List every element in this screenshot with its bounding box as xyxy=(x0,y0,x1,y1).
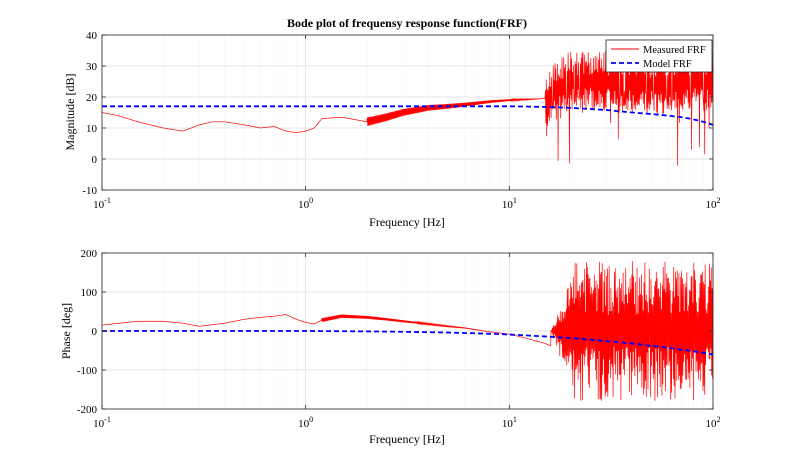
legend-model-label: Model FRF xyxy=(643,59,692,70)
legend-box xyxy=(605,39,713,73)
y-tick-label: 100 xyxy=(81,287,98,299)
phase-measured-line xyxy=(101,261,714,401)
x-tick-label: 100 xyxy=(298,196,313,211)
phase-model-line xyxy=(102,330,714,356)
phase-series xyxy=(101,261,714,401)
x-tick-label: 10-1 xyxy=(93,196,111,211)
magnitude-series xyxy=(101,50,714,166)
y-tick-label: 40 xyxy=(86,30,98,42)
x-tick-label: 10-1 xyxy=(93,415,111,430)
x-tick-label: 102 xyxy=(706,415,721,430)
magnitude-title: Bode plot of frequensy response function… xyxy=(287,16,527,30)
phase-xlabel: Frequency [Hz] xyxy=(369,432,445,446)
phase-ylabel: Phase [deg] xyxy=(59,303,73,359)
axes-box xyxy=(101,34,714,191)
x-tick-label: 101 xyxy=(502,196,517,211)
magnitude-model-line xyxy=(102,105,714,126)
magnitude-measured-line xyxy=(101,50,714,166)
magnitude-ticks: -10 0 10 20 30 40 10-1 100 101 102 xyxy=(82,30,720,211)
x-tick-label: 102 xyxy=(706,196,721,211)
magnitude-ylabel: Magnitude [dB] xyxy=(63,74,77,151)
y-tick-label: 10 xyxy=(86,123,98,135)
legend: Measured FRF Model FRF xyxy=(605,39,713,73)
legend-measured-label: Measured FRF xyxy=(643,45,706,56)
y-tick-label: -10 xyxy=(82,185,97,197)
y-tick-label: -200 xyxy=(77,404,98,416)
y-tick-label: 30 xyxy=(86,61,98,73)
y-tick-label: 0 xyxy=(92,154,98,166)
phase-axes: -200 -100 0 100 200 10-1 100 101 102 Frequency [… xyxy=(59,248,721,446)
x-tick-label: 100 xyxy=(298,415,313,430)
x-tick-label: 101 xyxy=(502,415,517,430)
y-tick-label: 200 xyxy=(81,248,98,260)
y-tick-label: 20 xyxy=(86,92,98,104)
phase-ticks: -200 -100 0 100 200 10-1 100 101 102 xyxy=(77,248,721,430)
magnitude-axes: -10 0 10 20 30 40 10-1 100 101 102 Bode plot of f… xyxy=(63,16,721,229)
magnitude-xlabel: Frequency [Hz] xyxy=(369,215,445,229)
y-tick-label: 0 xyxy=(92,326,98,338)
y-tick-label: -100 xyxy=(77,365,98,377)
